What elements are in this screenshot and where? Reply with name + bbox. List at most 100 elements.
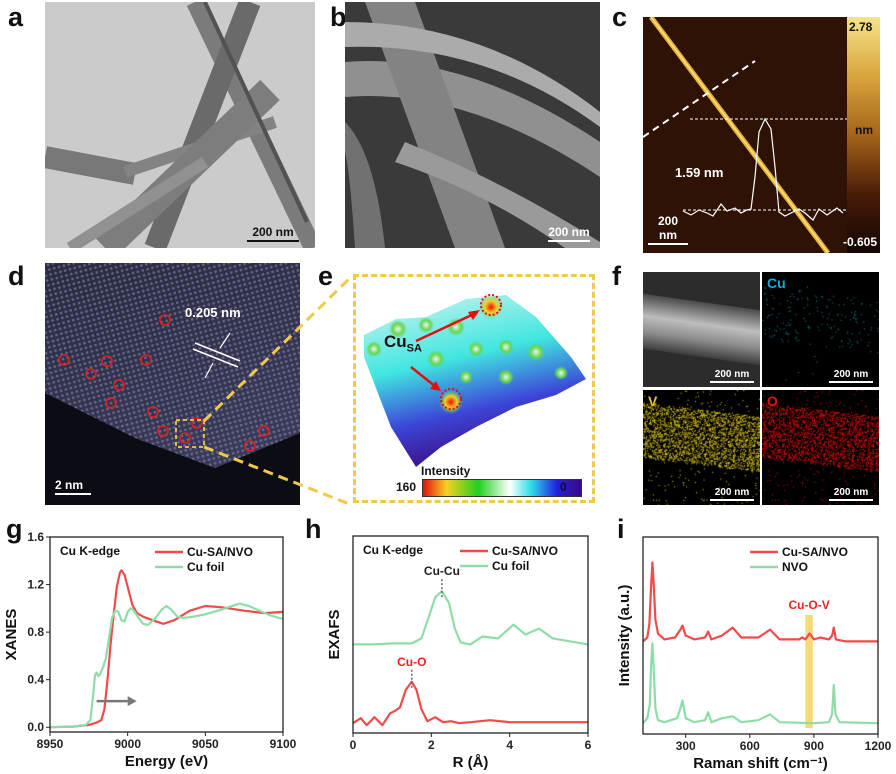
sem-image: 200 nm <box>345 2 600 248</box>
legend-label: NVO <box>782 560 808 574</box>
panel-label-d: d <box>8 261 25 291</box>
panel-label-h: h <box>305 514 322 544</box>
haadf-image: 0.205 nm 2 nm <box>45 263 300 505</box>
intensity-map-box: CuSA Intensity 160 0 <box>353 274 595 503</box>
legend-label: Cu foil <box>187 560 224 574</box>
cu-sa-highlight <box>440 388 462 410</box>
x-tick-label: 9000 <box>114 737 141 751</box>
scale-bar-label: 200 nm <box>714 369 750 380</box>
cu-sa-main: Cu <box>384 332 407 351</box>
atomic-lattice <box>45 263 300 468</box>
peak-label: Cu-O <box>397 655 426 669</box>
afm-height-map <box>643 17 847 253</box>
intensity-colorbar <box>422 479 582 497</box>
series-line-cu-sa-nvo <box>49 569 284 729</box>
y-axis-label: XANES <box>3 609 20 661</box>
panel-label-b: b <box>330 2 347 32</box>
cu-map-tile: Cu 200 nm <box>762 272 879 387</box>
v-dots <box>643 390 760 505</box>
y-axis-label: EXAFS <box>326 609 343 659</box>
single-atom-circles <box>58 314 270 452</box>
x-tick-label: 0 <box>350 738 357 752</box>
afm-image: 1.59 nm 200 nm <box>643 17 847 253</box>
legend-label: Cu-SA/NVO <box>782 545 848 559</box>
scale-bar-d: 2 nm <box>55 478 91 495</box>
colorbar-min: -0.605 <box>843 235 878 249</box>
scale-bar-label: 200 nm <box>833 487 869 498</box>
panel-label-c: c <box>612 2 628 32</box>
edge-annotation: Cu K-edge <box>60 544 120 558</box>
cu-dots <box>762 272 879 387</box>
edge-annotation: Cu K-edge <box>363 543 423 557</box>
x-tick-label: 300 <box>676 739 696 753</box>
scale-bar-label: 200 nm <box>657 214 679 242</box>
y-tick-label: 0.0 <box>27 720 44 734</box>
intensity-colorbar-max: 160 <box>396 480 417 494</box>
peak-label: Cu-Cu <box>424 564 460 578</box>
scale-bar-f: 200 nm <box>829 369 873 383</box>
panel-label-f: f <box>612 261 621 291</box>
plot-frame <box>352 535 589 734</box>
intensity-surface <box>364 294 586 467</box>
intensity-colorbar-title: Intensity <box>421 464 471 478</box>
scale-bar-b: 200 nm <box>548 225 590 242</box>
arrow-head-icon <box>127 696 137 707</box>
series-line-cu-sa-nvo <box>352 680 588 727</box>
x-axis-label: Energy (eV) <box>125 753 208 770</box>
scale-bar-a: 200 nm <box>247 225 299 242</box>
d-spacing-label: 0.205 nm <box>185 305 241 320</box>
scale-bar-f: 200 nm <box>710 487 754 501</box>
o-map-tile: O 200 nm <box>762 390 879 505</box>
series-line-cu-sa-nvo <box>642 561 878 643</box>
o-dots <box>762 390 879 505</box>
x-tick-label: 8950 <box>37 737 64 751</box>
scale-bar-f: 200 nm <box>710 369 754 383</box>
o-map-label: O <box>767 393 778 409</box>
series-line-cu-foil <box>353 590 589 646</box>
x-tick-label: 600 <box>740 739 760 753</box>
x-tick-label: 9050 <box>192 737 219 751</box>
tem-nanobelts <box>45 2 315 248</box>
scale-bar-f: 200 nm <box>829 487 873 501</box>
series-line-cu-foil <box>49 602 284 729</box>
y-tick-label: 0.4 <box>27 673 44 687</box>
afm-colorbar: 2.78 nm -0.605 <box>843 17 880 253</box>
v-map-label: V <box>648 393 658 409</box>
intensity-colorbar-min: 0 <box>560 480 567 494</box>
colorbar-unit: nm <box>855 123 873 137</box>
scale-bar-label: 200 nm <box>252 225 294 239</box>
series-line-nvo <box>642 642 879 725</box>
legend-label: Cu-SA/NVO <box>492 544 558 558</box>
cu-map-label: Cu <box>767 275 786 291</box>
x-tick-label: 1200 <box>865 739 892 753</box>
scale-bar-label: 200 nm <box>833 369 869 380</box>
tem-image: 200 nm <box>45 2 315 248</box>
scale-bar-c: 200 nm <box>648 214 688 245</box>
panel-label-g: g <box>6 514 23 544</box>
cu-sa-subscript: SA <box>406 342 422 355</box>
panel-label-i: i <box>617 514 625 544</box>
panel-label-e: e <box>318 261 334 291</box>
x-tick-label: 4 <box>506 738 513 752</box>
y-tick-label: 1.6 <box>27 530 44 544</box>
x-axis-label: Raman shift (cm⁻¹) <box>693 755 828 772</box>
scale-bar-label: 200 nm <box>548 225 590 239</box>
zoom-connector-lines <box>202 274 354 507</box>
highlight-band <box>805 615 813 728</box>
height-label: 1.59 nm <box>675 165 724 180</box>
legend-label: Cu foil <box>492 559 529 573</box>
x-tick-label: 6 <box>585 738 592 752</box>
plot-frame <box>49 536 284 733</box>
cu-sa-highlight <box>480 294 502 316</box>
plot-frame <box>642 536 879 735</box>
colorbar-max: 2.78 <box>849 20 873 34</box>
v-map-tile: V 200 nm <box>643 390 760 505</box>
y-tick-label: 1.2 <box>27 578 44 592</box>
panel-label-a: a <box>8 2 24 32</box>
sem-nanobelts <box>345 2 600 248</box>
